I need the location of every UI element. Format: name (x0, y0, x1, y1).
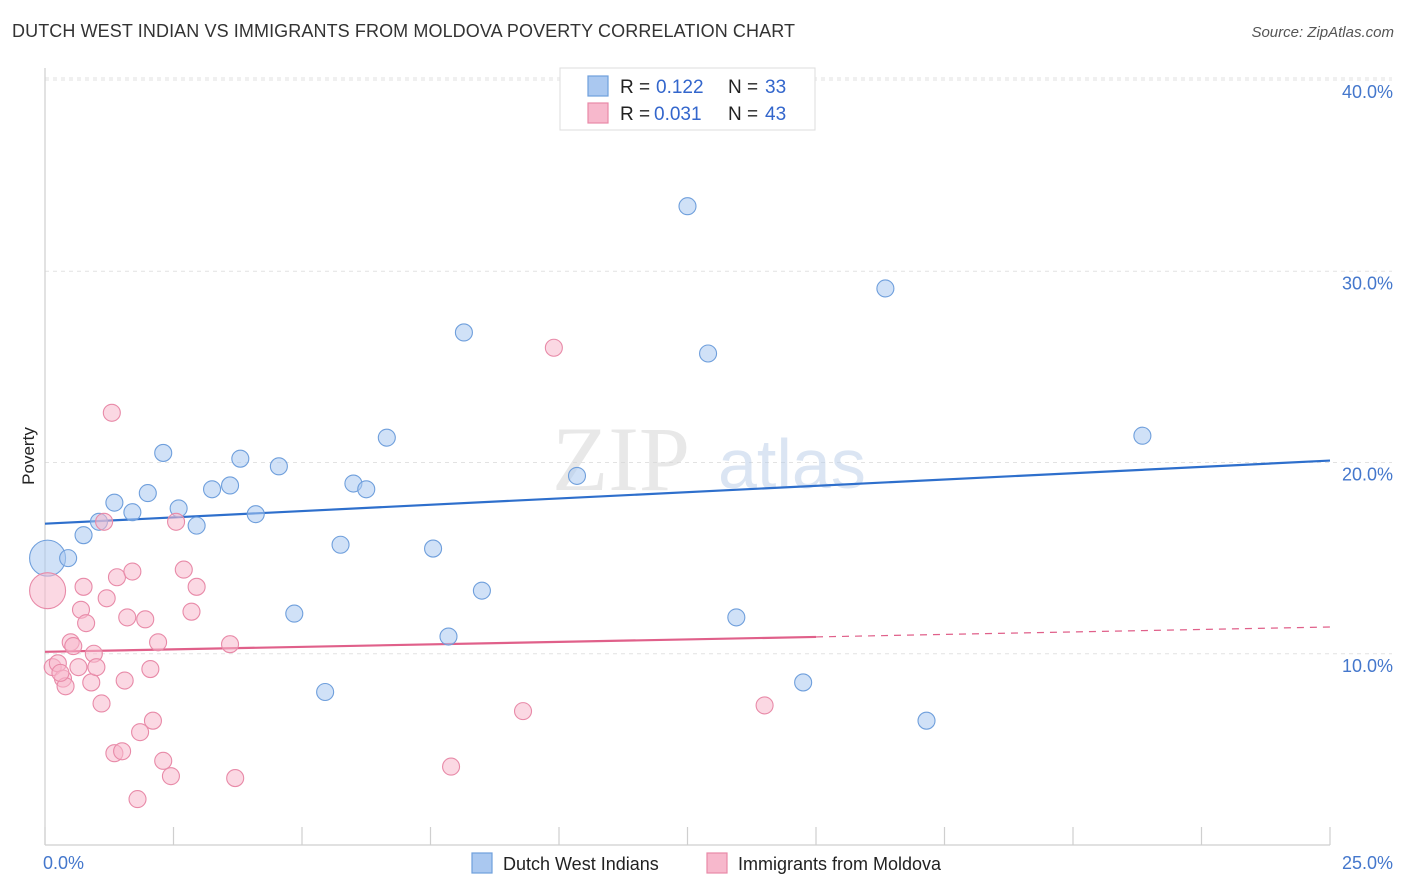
point-dutch-west-indians (794, 673, 813, 692)
point-immigrants-moldova (141, 659, 160, 679)
point-dutch-west-indians (917, 711, 936, 730)
point-immigrants-moldova (128, 790, 147, 809)
legend-n-value-1: 33 (765, 77, 786, 98)
point-dutch-west-indians (59, 549, 78, 568)
trend-line-immigrants-moldova-extension (815, 626, 1331, 638)
point-dutch-west-indians (678, 197, 697, 216)
point-immigrants-moldova (187, 577, 206, 596)
point-immigrants-moldova (74, 577, 93, 596)
bottom-legend-swatch-blue (471, 852, 493, 874)
point-dutch-west-indians (285, 604, 304, 623)
point-dutch-west-indians (154, 443, 173, 462)
correlation-legend: R = 0.122 N = 33 R = 0.031 N = 43 (559, 67, 816, 131)
trend-line-immigrants-moldova (44, 635, 817, 653)
point-dutch-west-indians (231, 449, 250, 468)
legend-r-label-2: R = (620, 104, 650, 125)
axes (44, 68, 1331, 846)
point-immigrants-moldova (131, 723, 150, 742)
point-dutch-west-indians (377, 428, 396, 447)
point-dutch-west-indians (138, 484, 157, 503)
y-tick-labels: 10.0% 20.0% 30.0% 40.0% (1342, 82, 1393, 676)
point-dutch-west-indians (454, 323, 473, 342)
legend-n-value-2: 43 (765, 104, 786, 125)
point-dutch-west-indians (246, 505, 265, 524)
x-tick-label: 0.0% (43, 853, 84, 873)
point-dutch-west-indians (187, 516, 206, 535)
point-dutch-west-indians (472, 581, 491, 600)
point-immigrants-moldova (755, 696, 774, 715)
point-dutch-west-indians (876, 279, 895, 298)
point-dutch-west-indians (316, 682, 335, 702)
point-immigrants-moldova (107, 568, 127, 587)
point-immigrants-moldova (92, 694, 111, 713)
point-dutch-west-indians (727, 608, 746, 627)
point-dutch-west-indians (220, 476, 240, 495)
point-dutch-west-indians (424, 539, 443, 558)
point-dutch-west-indians (74, 526, 93, 545)
point-dutch-west-indians (699, 344, 718, 363)
x-tick-label: 25.0% (1342, 853, 1393, 873)
legend-swatch-pink (587, 102, 609, 124)
point-dutch-west-indians (1133, 426, 1152, 445)
point-immigrants-moldova (167, 512, 186, 531)
legend-swatch-blue (587, 75, 609, 97)
point-dutch-west-indians (203, 480, 222, 499)
point-immigrants-moldova (143, 711, 162, 730)
point-immigrants-moldova (87, 658, 106, 677)
point-dutch-west-indians (105, 493, 124, 512)
y-tick-label: 40.0% (1342, 82, 1393, 102)
point-immigrants-moldova (51, 663, 70, 682)
legend-r-value-2: 0.031 (654, 104, 702, 125)
point-immigrants-moldova (174, 560, 193, 579)
bottom-legend-label-1: Dutch West Indians (503, 854, 659, 874)
point-immigrants-moldova (77, 614, 96, 633)
point-immigrants-moldova (154, 751, 173, 770)
chart-title: DUTCH WEST INDIAN VS IMMIGRANTS FROM MOL… (12, 21, 796, 41)
point-immigrants-moldova (118, 608, 137, 627)
series-legend: Dutch West Indians Immigrants from Moldo… (471, 852, 942, 874)
point-immigrants-moldova (102, 403, 121, 422)
point-immigrants-moldova (182, 602, 201, 621)
y-tick-label: 30.0% (1342, 273, 1393, 293)
point-dutch-west-indians (123, 503, 142, 522)
y-tick-label: 10.0% (1342, 656, 1393, 676)
point-immigrants-moldova (97, 589, 116, 608)
point-immigrants-moldova (149, 633, 168, 652)
point-dutch-west-indians (567, 466, 587, 485)
point-immigrants-moldova (113, 742, 132, 761)
point-immigrants-moldova (220, 635, 240, 654)
data-points (29, 197, 1152, 809)
watermark-atlas: atlas (718, 425, 866, 503)
y-axis-label: Poverty (19, 427, 38, 485)
bottom-legend-swatch-pink (706, 852, 728, 874)
grid-lines (45, 77, 1392, 655)
point-immigrants-moldova (442, 757, 461, 776)
point-immigrants-moldova (136, 610, 155, 629)
point-immigrants-moldova (544, 338, 563, 357)
point-dutch-west-indians (331, 535, 350, 554)
point-immigrants-moldova (95, 512, 114, 531)
legend-r-value-1: 0.122 (656, 77, 704, 98)
point-dutch-west-indians (269, 457, 288, 476)
point-immigrants-moldova (64, 637, 83, 656)
point-immigrants-moldova (513, 702, 533, 721)
point-immigrants-moldova (161, 767, 180, 786)
source-credit: Source: ZipAtlas.com (1251, 24, 1394, 41)
point-immigrants-moldova (123, 562, 142, 581)
x-tick-labels: 0.0% 25.0% (43, 853, 1393, 873)
bottom-legend-label-2: Immigrants from Moldova (738, 854, 942, 874)
legend-r-label-1: R = (620, 77, 650, 98)
point-dutch-west-indians (439, 627, 458, 646)
point-immigrants-moldova (115, 671, 134, 690)
point-dutch-west-indians (357, 480, 376, 499)
legend-n-label-1: N = (728, 77, 758, 98)
point-immigrants-moldova (82, 673, 101, 692)
point-immigrants-moldova (69, 658, 88, 677)
point-immigrants-moldova (226, 769, 245, 788)
legend-n-label-2: N = (728, 104, 758, 125)
y-tick-label: 20.0% (1342, 465, 1393, 485)
point-immigrants-moldova (29, 572, 67, 610)
